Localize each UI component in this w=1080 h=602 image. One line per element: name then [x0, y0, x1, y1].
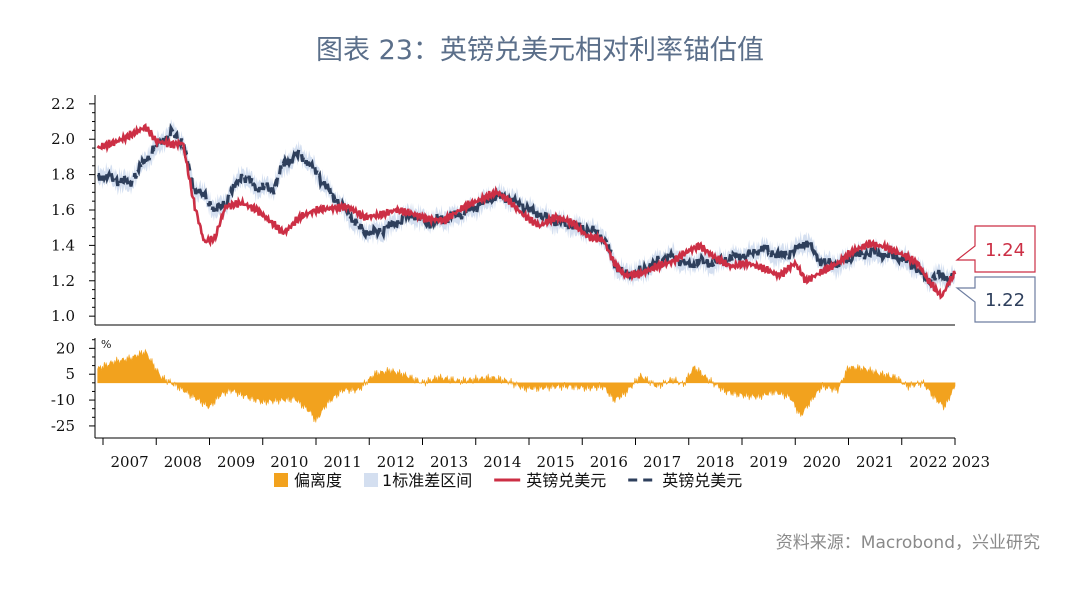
x-tick-label: 2019 [750, 453, 788, 471]
callout-model-value: 1.22 [985, 290, 1025, 311]
x-tick-label: 2015 [537, 453, 575, 471]
legend: 偏离度 1标准差区间 英镑兑美元 英镑兑美元 [274, 471, 742, 490]
callout-actual-box [955, 225, 1036, 273]
lower-y-tick-label: -10 [51, 391, 75, 409]
upper-y-tick-label: 1.8 [51, 166, 75, 184]
lower-y-tick-label: 20 [56, 339, 75, 357]
legend-deviation-swatch [274, 473, 288, 487]
upper-y-tick-label: 1.4 [51, 236, 75, 254]
actual-series-line [96, 123, 957, 300]
x-tick-label: 2018 [696, 453, 734, 471]
upper-y-tick-label: 1.0 [51, 307, 75, 325]
legend-label: 英镑兑美元 [526, 471, 606, 490]
x-tick-label: 2010 [270, 453, 308, 471]
x-tick-label: 2022 [909, 453, 947, 471]
x-tick-label: 2017 [643, 453, 681, 471]
deviation-area [97, 348, 956, 423]
x-axis: 2007 2008 2009 2010 2011 2012 2013 2014 2015 2016… [95, 437, 990, 471]
callouts: 1.24 1.22 [955, 225, 1036, 323]
x-tick-label: 2016 [590, 453, 628, 471]
x-tick-label: 2011 [324, 453, 362, 471]
upper-y-tick-label: 1.2 [51, 272, 75, 290]
lower-y-tick-label: 5 [65, 365, 75, 383]
x-tick-label: 2013 [430, 453, 468, 471]
lower-panel: 20 5 -10 -25% [51, 338, 956, 438]
x-tick-label: 2009 [217, 453, 255, 471]
legend-label: 偏离度 [294, 471, 342, 490]
x-tick-label: 2012 [377, 453, 415, 471]
legend-band-swatch [364, 473, 379, 487]
lower-unit-label: % [101, 338, 111, 351]
legend-label: 英镑兑美元 [662, 471, 742, 490]
callout-actual-value: 1.24 [985, 240, 1025, 261]
chart-title: 图表 23：英镑兑美元相对利率锚估值 [316, 35, 764, 66]
x-tick-label: 2021 [856, 453, 894, 471]
upper-y-tick-label: 2.2 [51, 95, 75, 113]
x-tick-label: 2020 [803, 453, 841, 471]
lower-y-tick-label: -25 [51, 417, 75, 435]
x-tick-label: 2023 [952, 453, 990, 471]
upper-panel: 1.0 1.2 1.4 1.6 1.8 2.0 2.2 [51, 95, 957, 326]
x-tick-label: 2014 [483, 453, 521, 471]
source-note: 资料来源：Macrobond，兴业研究 [775, 533, 1040, 553]
upper-y-tick-label: 2.0 [51, 130, 75, 148]
x-tick-label: 2008 [164, 453, 202, 471]
callout-model-box [955, 276, 1036, 323]
x-tick-label: 2007 [111, 453, 149, 471]
upper-y-tick-label: 1.6 [51, 201, 75, 219]
legend-label: 1标准差区间 [382, 471, 472, 490]
model-series-line [97, 122, 956, 288]
